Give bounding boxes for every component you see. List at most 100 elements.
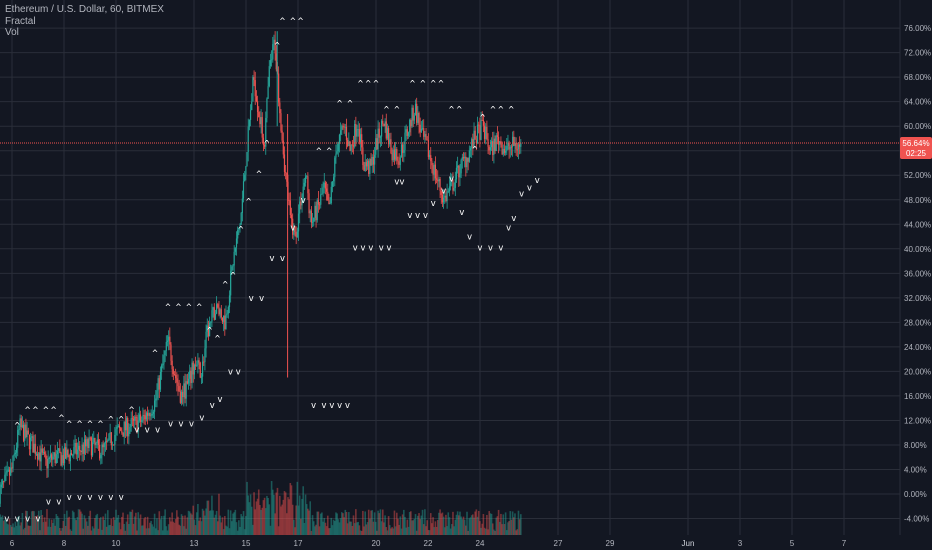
candle-body [211, 310, 213, 322]
volume-bar [216, 521, 219, 535]
fractal-down-marker: v [506, 223, 511, 233]
volume-bar [474, 511, 476, 535]
fractal-down-marker: v [441, 187, 446, 197]
symbol-title[interactable]: Ethereum / U.S. Dollar, 60, BITMEX [5, 4, 164, 15]
candle-body [120, 428, 122, 431]
current-price-badge: 56.64% 02:25 [900, 137, 932, 159]
indicator-vol-label[interactable]: Vol [5, 27, 19, 38]
volume-bar [328, 528, 330, 535]
candle-body [20, 418, 22, 428]
candle-body [245, 166, 247, 175]
candle-body [169, 336, 171, 345]
candle-body [462, 157, 465, 159]
volume-bar [0, 514, 1, 535]
candle-body [274, 39, 276, 54]
volume-bar [174, 519, 177, 535]
volume-bar [493, 529, 495, 535]
volume-bar [85, 521, 88, 535]
candle-body [196, 364, 198, 366]
candle-body [136, 417, 138, 432]
candle-body [323, 182, 325, 188]
volume-bar [158, 511, 161, 535]
volume-bar [201, 508, 204, 535]
candle-body [516, 149, 518, 151]
fractal-down-marker: v [415, 211, 420, 221]
candle-body [213, 307, 215, 320]
y-tick-label: 40.00% [904, 245, 931, 254]
x-tick-label: 17 [294, 539, 303, 548]
volume-bar [414, 514, 417, 535]
fractal-up-marker: ^ [449, 106, 455, 116]
volume-bar [318, 526, 321, 535]
volume-bar [135, 512, 137, 535]
volume-bar [353, 523, 356, 535]
candle-body [355, 123, 357, 137]
volume-bar [257, 489, 260, 535]
candle-body [368, 160, 370, 174]
fractal-up-marker: ^ [264, 139, 270, 149]
candle-body [335, 153, 337, 158]
fractal-down-marker: v [134, 426, 139, 436]
candle-body [376, 138, 378, 150]
volume-bar [481, 523, 484, 535]
volume-bar [505, 530, 508, 535]
fractal-down-marker: v [449, 174, 454, 184]
candle-body [328, 200, 330, 205]
volume-bar [108, 525, 110, 535]
x-tick-label: 6 [10, 539, 15, 548]
candle-body [88, 437, 90, 448]
volume-bar [324, 522, 327, 535]
candle-body [31, 436, 33, 438]
volume-bar [56, 516, 59, 535]
volume-bar [11, 526, 13, 535]
candle-body [218, 307, 220, 315]
candle-body [310, 210, 312, 223]
candle-body [508, 142, 510, 150]
volume-bar [396, 512, 398, 535]
indicator-fractal-label[interactable]: Fractal [5, 15, 36, 27]
candle-body [204, 348, 206, 362]
candle-body [38, 452, 40, 460]
volume-bar [70, 530, 73, 535]
fractal-down-marker: v [259, 294, 264, 304]
candle-body [73, 447, 75, 455]
candle-body [399, 157, 401, 165]
fractal-up-marker: ^ [456, 106, 462, 116]
candle-body [234, 247, 236, 252]
candle-body [390, 139, 392, 154]
volume-bar [133, 516, 136, 535]
candle-body [249, 110, 252, 120]
candle-body [108, 433, 110, 440]
volume-bar [282, 499, 285, 535]
volume-bar [380, 521, 383, 535]
candle-body [493, 138, 495, 155]
candle-body [67, 449, 69, 456]
volume-bar [497, 509, 500, 535]
fractal-up-marker: ^ [129, 406, 135, 416]
fractal-up-marker: ^ [59, 414, 65, 424]
candle-body [255, 96, 257, 102]
candle-body [251, 101, 253, 111]
x-tick-label: 24 [476, 539, 485, 548]
candle-body [466, 157, 468, 168]
volume-bar [504, 512, 507, 535]
volume-bar [184, 515, 186, 535]
candle-body [297, 213, 300, 232]
volume-bar [18, 515, 20, 535]
candle-body [144, 415, 146, 420]
fractal-up-marker: ^ [87, 420, 93, 430]
volume-bar [212, 510, 214, 535]
candle-body [342, 125, 344, 127]
candle-body [96, 439, 98, 443]
volume-bar [449, 528, 452, 535]
candle-body [72, 454, 74, 456]
volume-bar [352, 515, 355, 535]
candle-body [409, 120, 411, 133]
volume-bar [266, 495, 268, 535]
volume-bar [304, 494, 307, 535]
candle-body [426, 139, 428, 141]
candle-body [177, 382, 179, 387]
volume-bar [302, 486, 304, 535]
volume-bar [15, 525, 18, 535]
